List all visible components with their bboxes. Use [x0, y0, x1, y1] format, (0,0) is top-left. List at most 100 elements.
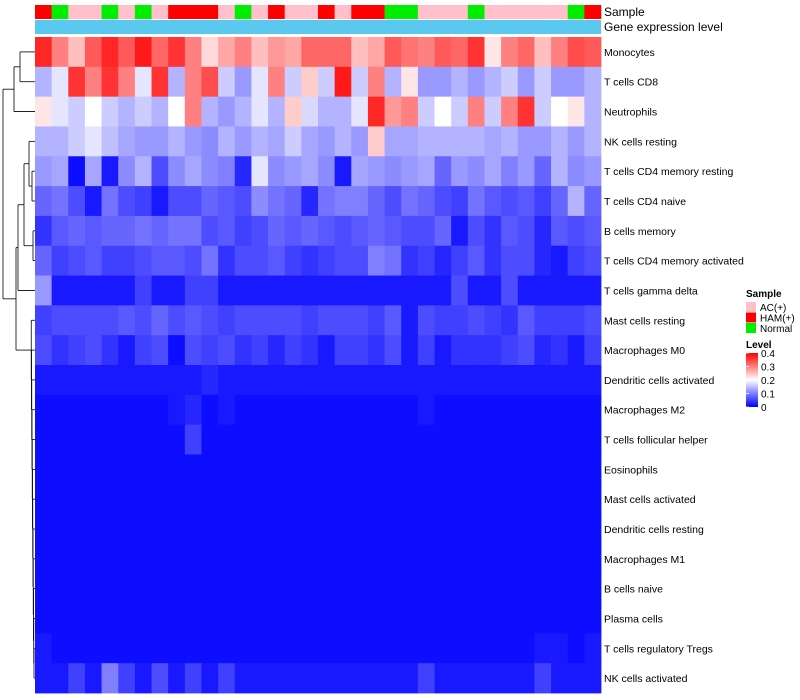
heatmap-cell [401, 275, 419, 306]
heatmap-cell [184, 96, 202, 127]
heatmap-cell [434, 335, 452, 366]
heatmap-cell [551, 633, 569, 664]
heatmap-cell [434, 275, 452, 306]
heatmap-cell [567, 186, 585, 217]
heatmap-cell [484, 275, 502, 306]
sample-annotation-cell [534, 5, 552, 19]
heatmap-cell [584, 215, 602, 247]
heatmap-cell [434, 37, 452, 68]
heatmap-cell [451, 215, 469, 247]
sample-annotation-cell [51, 5, 69, 19]
sample-annotation-cell [151, 5, 169, 19]
heatmap-cell [51, 603, 69, 634]
heatmap-cell [151, 424, 169, 455]
heatmap-cell [118, 126, 136, 157]
heatmap-cell [351, 156, 369, 187]
heatmap-cell [168, 424, 186, 455]
heatmap-cell [268, 573, 286, 604]
heatmap-cell [584, 96, 602, 127]
heatmap-cell [434, 484, 452, 515]
heatmap-cell [134, 394, 152, 426]
heatmap-cell [501, 543, 519, 575]
row-label: Plasma cells [604, 613, 663, 625]
heatmap-cell [151, 454, 169, 485]
heatmap-cell [551, 96, 569, 127]
heatmap-cell [35, 573, 53, 604]
heatmap-cell [318, 543, 336, 575]
heatmap-cell [134, 543, 152, 575]
heatmap-cell [517, 335, 535, 366]
heatmap-cell [134, 365, 152, 396]
heatmap-cell [268, 186, 286, 217]
heatmap-cell [484, 484, 502, 515]
heatmap-cell [251, 335, 269, 366]
heatmap-cell [401, 424, 419, 455]
heatmap-cell [284, 126, 302, 157]
heatmap-cell [201, 126, 219, 157]
heatmap-cell [417, 126, 435, 157]
heatmap-cell [134, 335, 152, 366]
heatmap-cell [35, 454, 53, 485]
heatmap-cell [168, 663, 186, 694]
heatmap-cell [318, 96, 336, 127]
heatmap-cell [134, 603, 152, 634]
heatmap-cell [35, 126, 53, 157]
heatmap-cell [401, 96, 419, 127]
heatmap-cell [318, 186, 336, 217]
heatmap-cell [268, 484, 286, 515]
heatmap-cell [68, 454, 86, 485]
heatmap-cell [501, 394, 519, 426]
heatmap-cell [184, 215, 202, 247]
heatmap-cell [401, 394, 419, 426]
heatmap-cell [84, 514, 102, 545]
heatmap-cell [268, 335, 286, 366]
heatmap-cell [168, 245, 186, 276]
heatmap-cell [534, 275, 552, 306]
gene-expression-annotation-bar [35, 20, 601, 34]
heatmap-cell [218, 663, 236, 694]
heatmap-cell [584, 603, 602, 634]
heatmap-cell [517, 186, 535, 217]
heatmap-cell [101, 335, 119, 366]
heatmap-cell [101, 96, 119, 127]
heatmap-cell [551, 454, 569, 485]
sample-annotation-cell [118, 5, 136, 19]
heatmap-cell [401, 514, 419, 545]
heatmap-cell [484, 543, 502, 575]
heatmap-cell [218, 186, 236, 217]
heatmap-cell [334, 305, 352, 336]
heatmap-cell [218, 275, 236, 306]
heatmap-cell [268, 514, 286, 545]
sample-annotation-cell [351, 5, 369, 19]
heatmap-cell [417, 454, 435, 485]
heatmap-cell [567, 305, 585, 336]
sample-annotation-cell [268, 5, 286, 19]
row-label: Macrophages M0 [604, 345, 685, 357]
heatmap-cell [134, 573, 152, 604]
heatmap-cell [451, 454, 469, 485]
heatmap-cell [318, 484, 336, 515]
heatmap-cell [467, 454, 485, 485]
heatmap-cell [318, 215, 336, 247]
heatmap-cell [567, 365, 585, 396]
sample-annotation-cell [234, 5, 252, 19]
heatmap-cell [401, 543, 419, 575]
heatmap-cell [35, 275, 53, 306]
heatmap-cell [534, 156, 552, 187]
heatmap-cell [384, 573, 402, 604]
heatmap-cell [68, 543, 86, 575]
sample-annotation-label: Sample [604, 5, 645, 19]
heatmap-cell [284, 573, 302, 604]
sample-annotation-cell [501, 5, 519, 19]
heatmap-cell [351, 66, 369, 98]
heatmap-cell [501, 633, 519, 664]
heatmap-cell [201, 66, 219, 98]
level-legend-ticks: 0.4 0.3 0.2 0.1 0 [746, 349, 775, 414]
heatmap-cell [184, 156, 202, 187]
heatmap-cell [51, 543, 69, 575]
heatmap-cell [484, 573, 502, 604]
heatmap-cell [234, 543, 252, 575]
heatmap-cell [284, 394, 302, 426]
heatmap-cell [234, 37, 252, 68]
